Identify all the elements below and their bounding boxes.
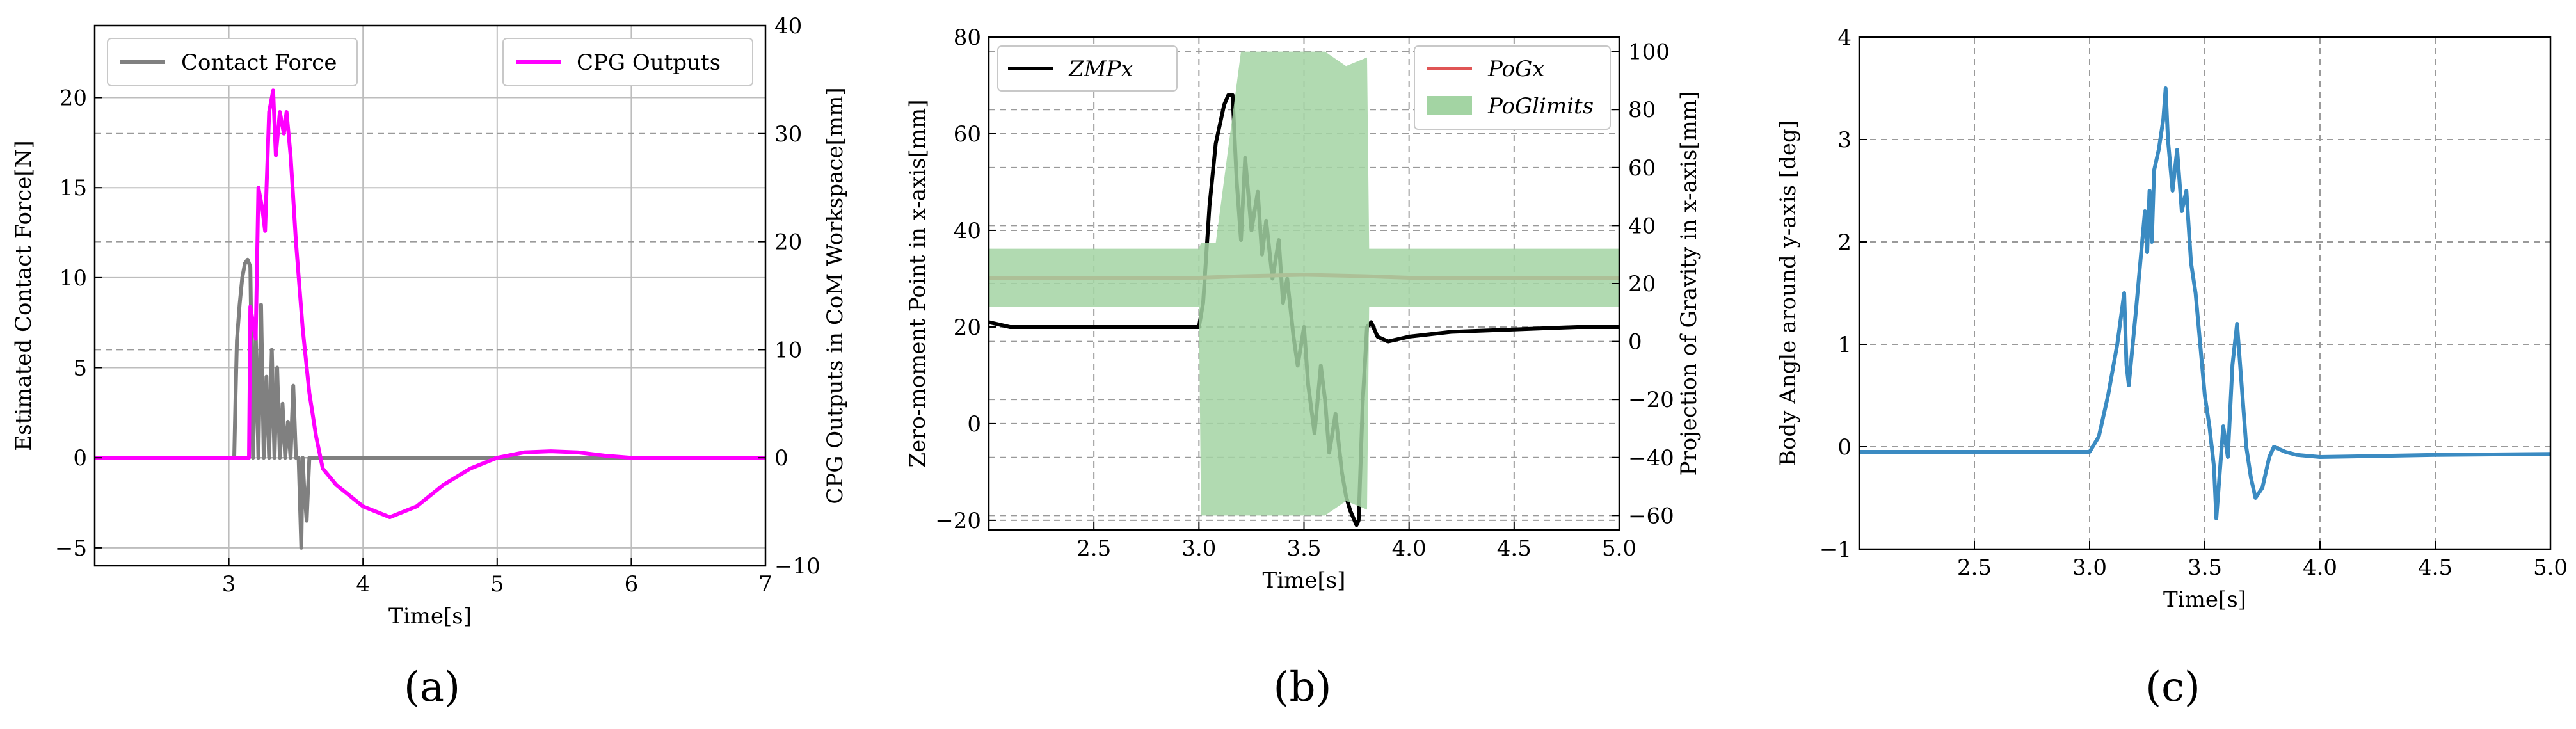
y-tick-label: −20: [935, 508, 981, 534]
y-right-tick-label: 40: [1628, 213, 1656, 239]
legend-label-pog: PoGx: [1487, 56, 1544, 82]
y-tick-label: 1: [1837, 332, 1852, 358]
y-tick-label: 60: [954, 122, 981, 147]
y-tick-label: 5: [73, 356, 87, 381]
legend-left: Contact Force: [107, 38, 358, 86]
y-tick-label: 2: [1837, 230, 1852, 255]
x-tick-label: 3.0: [1181, 536, 1216, 561]
y-tick-label: 3: [1837, 127, 1852, 153]
y-right-axis-label: CPG Outputs in CoM Workspace[mm]: [822, 87, 848, 504]
y-right-tick-label: 100: [1628, 40, 1670, 65]
x-tick-label: 4: [356, 572, 370, 597]
x-tick-label: 4.0: [1392, 536, 1427, 561]
x-tick-label: 3: [222, 572, 236, 597]
plot-area: [95, 88, 765, 550]
y-tick-label: 0: [1837, 435, 1852, 460]
y-tick-label: −1: [1820, 537, 1852, 563]
x-tick-label: 5: [490, 572, 504, 597]
y-axis-label: Estimated Contact Force[N]: [11, 140, 36, 451]
y-right-tick-label: 10: [774, 337, 802, 363]
series-line-contact-force: [95, 257, 765, 550]
y-right-tick-label: 80: [1628, 97, 1656, 123]
y-tick-label: 4: [1837, 25, 1852, 51]
x-tick-label: 4.5: [2418, 555, 2452, 581]
y-axis-label: Body Angle around y-axis [deg]: [1775, 120, 1801, 466]
panel-c: 2.5 3.0 3.5 4.0 4.5 5.0 −1 0 1 2 3 4 Time[s] Body Ang…: [1775, 25, 2568, 613]
series-line-cpg-outputs: [95, 88, 765, 520]
panel-a: 3 4 5 6 7 −5 0 5 10 15 20 −10 0 10 20 30 40 Time[s] Estima…: [11, 13, 848, 629]
x-tick-label: 7: [758, 572, 772, 597]
y-tick-label: 20: [954, 315, 981, 340]
y-right-tick-label: 30: [774, 122, 802, 147]
series-band-poglimits: [989, 51, 1619, 516]
x-tick-label: 3.5: [2188, 555, 2222, 581]
y-right-axis-label: Projection of Gravity in x-axis[mm]: [1676, 92, 1702, 476]
y-right-tick-label: 40: [774, 13, 802, 39]
y-tick-label: 10: [60, 266, 87, 291]
y-tick-label: −5: [55, 536, 87, 561]
panel-label-c: (c): [2145, 664, 2200, 711]
x-tick-label: 4.0: [2303, 555, 2337, 581]
legend-label-cpg-outputs: CPG Outputs: [577, 50, 721, 76]
y-tick-label: 15: [60, 175, 87, 201]
y-tick-label: 40: [954, 218, 981, 244]
plot-area: [1859, 86, 2550, 520]
series-line-body-angle: [1859, 86, 2550, 520]
x-tick-label: 2.5: [1076, 536, 1111, 561]
plot-area: [989, 51, 1619, 527]
legend-right: CPG Outputs: [502, 38, 753, 86]
axes-frame: [93, 24, 767, 567]
legend-label-contact-force: Contact Force: [181, 50, 337, 76]
y-tick-label: 0: [967, 412, 981, 437]
y-right-tick-label: 0: [1628, 330, 1642, 355]
y-right-tick-label: 20: [774, 230, 802, 255]
x-tick-label: 4.5: [1497, 536, 1532, 561]
panel-label-a: (a): [404, 664, 460, 711]
y-right-tick-label: −10: [774, 554, 820, 579]
legend-box: [107, 38, 358, 86]
legend-label-pog-limits: PoGlimits: [1487, 93, 1594, 119]
legend-right: PoGx PoGlimits: [1414, 45, 1611, 130]
x-tick-label: 6: [625, 572, 639, 597]
y-tick-label: 20: [60, 86, 87, 111]
legend-box: [502, 38, 753, 86]
legend-label-zmp: ZMPx: [1068, 56, 1133, 82]
x-tick-label: 2.5: [1957, 555, 1992, 581]
x-tick-label: 3.5: [1286, 536, 1321, 561]
y-right-tick-label: −60: [1628, 503, 1674, 529]
x-axis-label: Time[s]: [388, 604, 472, 629]
y-right-tick-label: −20: [1628, 387, 1674, 413]
y-axis-label: Zero-moment Point in x-axis[mm]: [905, 99, 931, 467]
y-right-tick-label: −40: [1628, 445, 1674, 471]
panel-label-b: (b): [1274, 664, 1332, 711]
panel-b: 2.5 3.0 3.5 4.0 4.5 5.0 −20 0 20 40 60 80 −60 −40 −20 0…: [905, 25, 1702, 593]
x-tick-label: 3.0: [2072, 555, 2107, 581]
legend-swatch-pog-limits: [1427, 96, 1472, 115]
y-tick-label: 80: [954, 25, 981, 51]
x-axis-label: Time[s]: [2163, 587, 2246, 613]
y-right-tick-label: 60: [1628, 156, 1656, 181]
x-tick-label: 5.0: [2533, 555, 2568, 581]
x-tick-label: 5.0: [1602, 536, 1636, 561]
x-axis-label: Time[s]: [1263, 568, 1346, 593]
y-right-tick-label: 0: [774, 445, 788, 471]
y-right-tick-label: 20: [1628, 271, 1656, 297]
y-tick-label: 0: [73, 445, 87, 471]
legend-left: ZMPx: [997, 45, 1178, 92]
legend-box: [997, 45, 1178, 92]
